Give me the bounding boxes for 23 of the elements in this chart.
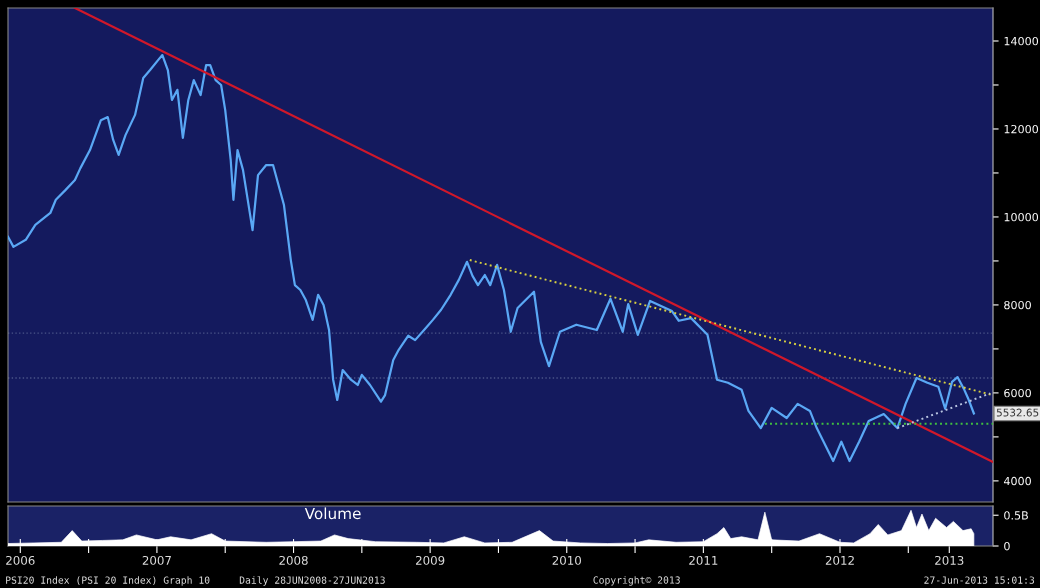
x-tick-label: 2011 (689, 555, 718, 565)
x-tick-label: 2007 (142, 555, 171, 565)
chart-title: Volume (304, 507, 361, 520)
text: 27-Jun-2013 15:01:3 (924, 576, 1035, 584)
x-tick-label: 2006 (6, 555, 35, 565)
text: Copyright© 2013 (593, 576, 680, 586)
x-tick-label: 2008 (279, 555, 308, 565)
line-series (8, 53, 975, 463)
y-tick-label: 12000 (1004, 124, 1039, 134)
x-tick-label: 2010 (552, 555, 581, 565)
y-tick-label: 0.5B (1004, 511, 1028, 520)
y-tick-label: 0 (1004, 541, 1010, 551)
x-tick-label: 2013 (935, 555, 964, 565)
y-tick-label: 8000 (1004, 300, 1031, 310)
x-tick-label: 2012 (825, 555, 854, 565)
annotation: 5532.65 (996, 408, 1039, 417)
text: PSI20 Index (PSI 20 Index) Graph 10 (6, 576, 210, 586)
y-tick-label: 14000 (1004, 36, 1039, 46)
y-tick-label: 10000 (1004, 212, 1039, 222)
text: Daily 28JUN2008-27JUN2013 (239, 576, 385, 586)
y-tick-label: 4000 (1003, 476, 1031, 486)
y-tick-label: 6000 (1004, 388, 1031, 398)
x-tick-label: 2009 (415, 555, 445, 565)
